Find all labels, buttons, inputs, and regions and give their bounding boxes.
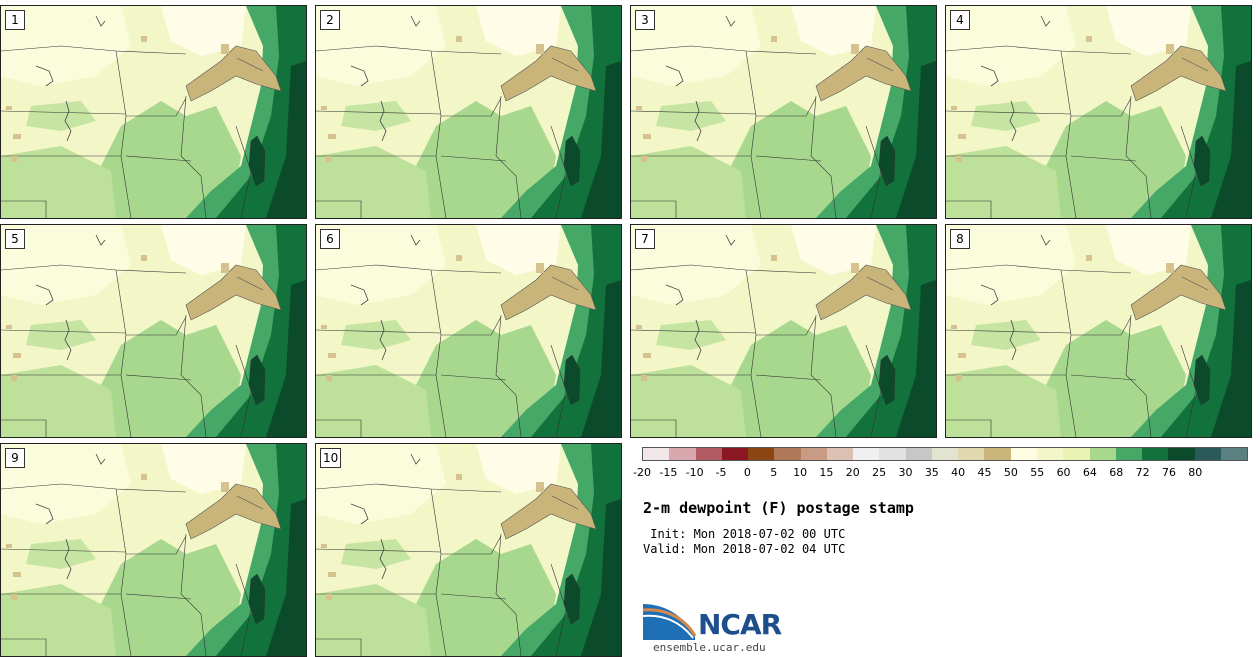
colorbar-tick: 25 [872,466,887,479]
member-label: 9 [5,448,25,468]
colorbar-segment [958,448,985,460]
member-label: 1 [5,10,25,30]
colorbar-segment [1194,448,1221,460]
member-label: 2 [320,10,340,30]
ncar-logo-url: ensemble.ucar.edu [653,641,766,654]
colorbar-segment [748,448,775,460]
member-panel-8: 8 [945,224,1252,438]
colorbar-tick: -20 [633,466,651,479]
colorbar-tick: 0 [743,466,751,479]
colorbar-tick-labels: -20 -15 -10 -5 0 5 10 15 20 25 30 35 40 45 50 55 60 64 68 7… [633,466,1248,480]
colorbar-segment [826,448,854,460]
colorbar-tick: 20 [845,466,860,479]
member-panel-7: 7 [630,224,937,438]
colorbar-tick: 40 [951,466,966,479]
colorbar-tick: 68 [1109,466,1124,479]
colorbar-segment [800,448,827,460]
colorbar-tick: 55 [1030,466,1045,479]
colorbar-segment [984,448,1011,460]
colorbar-tick: 15 [819,466,834,479]
member-panel-10: 10 [315,443,622,657]
member-label: 7 [635,229,655,249]
member-label: 10 [320,448,342,468]
dewpoint-map [316,444,621,656]
member-panel-1: 1 [0,5,307,219]
colorbar-segment [695,448,722,460]
member-label: 3 [635,10,655,30]
member-panel-5: 5 [0,224,307,438]
colorbar-tick: 10 [793,466,808,479]
colorbar-tick: 80 [1188,466,1203,479]
colorbar-segment [1010,448,1037,460]
colorbar-tick: 76 [1161,466,1176,479]
dewpoint-map [316,6,621,218]
colorbar-segment [905,448,932,460]
member-panel-3: 3 [630,5,937,219]
colorbar-segment [1168,448,1195,460]
ncar-logo-icon [643,604,697,640]
colorbar-segment [721,448,749,460]
dewpoint-map [1,225,306,437]
colorbar-tick: 35 [924,466,939,479]
member-panel-4: 4 [945,5,1252,219]
member-panel-2: 2 [315,5,622,219]
colorbar-segment [1063,448,1090,460]
init-time: Init: Mon 2018-07-02 00 UTC [643,527,846,541]
member-panel-9: 9 [0,443,307,657]
colorbar-tick: 72 [1135,466,1150,479]
colorbar-segment [774,448,801,460]
colorbar-segment [853,448,880,460]
dewpoint-map [1,6,306,218]
valid-time: Valid: Mon 2018-07-02 04 UTC [643,542,846,556]
colorbar-tick: -5 [715,466,727,479]
member-label: 4 [950,10,970,30]
colorbar-tick: -10 [685,466,704,479]
dewpoint-map [631,225,936,437]
member-label: 8 [950,229,970,249]
colorbar-segment [1115,448,1143,460]
colorbar-segment [931,448,959,460]
colorbar-tick: 64 [1082,466,1097,479]
dewpoint-map [1,444,306,656]
dewpoint-colorbar [642,447,1248,461]
dewpoint-map [946,6,1251,218]
colorbar-segment [1089,448,1116,460]
colorbar-segment [669,448,696,460]
member-panel-6: 6 [315,224,622,438]
dewpoint-map [631,6,936,218]
colorbar-tick: 5 [770,466,778,479]
member-label: 5 [5,229,25,249]
colorbar-tick: -15 [659,466,678,479]
colorbar-segment [1220,448,1248,460]
colorbar-tick: 30 [898,466,913,479]
dewpoint-map [316,225,621,437]
colorbar-tick: 45 [977,466,992,479]
colorbar-tick: 50 [1003,466,1018,479]
colorbar-segment [879,448,906,460]
colorbar-tick: 60 [1056,466,1071,479]
member-label: 6 [320,229,340,249]
ncar-logo-text: NCAR [698,608,782,641]
colorbar-segment [643,448,670,460]
dewpoint-map [946,225,1251,437]
chart-title: 2-m dewpoint (F) postage stamp [643,499,914,517]
colorbar-segment [1142,448,1169,460]
colorbar-segment [1036,448,1064,460]
